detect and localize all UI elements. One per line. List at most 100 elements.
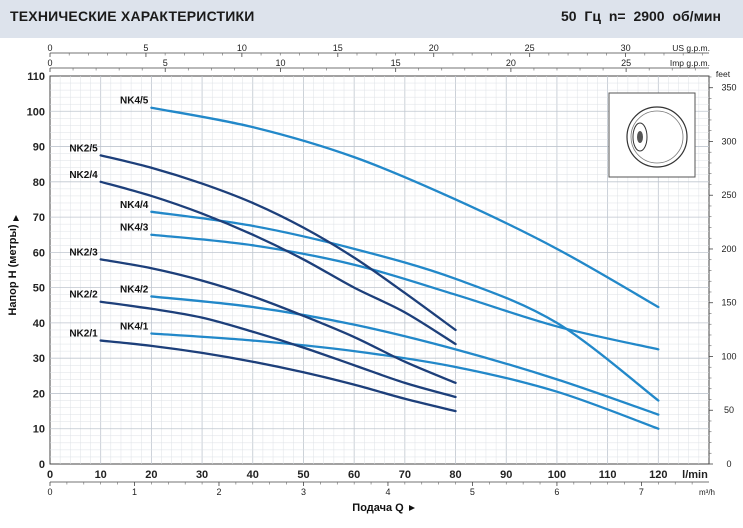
imp-gpm-unit: Imp g.p.m. — [670, 58, 710, 68]
m3h-unit: m³/h — [699, 488, 715, 497]
impeller-ring-icon — [630, 110, 684, 164]
series-label-nk4-4: NK4/4 — [120, 200, 149, 211]
impeller-shaft-icon — [637, 131, 643, 143]
data-point-nk4-1 — [353, 350, 356, 353]
series-label-nk4-3: NK4/3 — [120, 223, 149, 234]
x-tick-label: 60 — [348, 469, 360, 481]
series-label-nk4-2: NK4/2 — [120, 284, 149, 295]
y-tick-label: 60 — [33, 247, 45, 259]
data-point-nk2-1 — [302, 371, 305, 374]
inset-frame — [608, 92, 696, 178]
m3h-tick-label: 6 — [554, 487, 559, 497]
x-tick-label: 70 — [399, 469, 411, 481]
data-point-nk2-3 — [251, 295, 254, 298]
y-tick-label: 0 — [39, 459, 45, 471]
data-point-nk2-2 — [302, 346, 305, 349]
imp-gpm-tick-label: 0 — [47, 58, 52, 68]
data-point-nk2-4 — [150, 195, 153, 197]
data-point-nk2-3 — [99, 258, 102, 261]
us-gpm-tick-label: 10 — [237, 43, 247, 53]
data-point-nk4-2 — [657, 413, 660, 416]
m3h-tick-label: 3 — [301, 487, 306, 497]
x-tick-label: 20 — [145, 469, 157, 481]
feet-tick-label: 350 — [721, 83, 736, 93]
data-point-nk2-1 — [403, 397, 406, 400]
m3h-tick-label: 1 — [132, 487, 137, 497]
feet-tick-label: 100 — [721, 351, 736, 361]
data-point-nk2-3 — [353, 336, 356, 338]
series-label-nk2-3: NK2/3 — [69, 247, 98, 258]
data-point-nk4-3 — [150, 233, 153, 236]
y-tick-label: 10 — [33, 424, 45, 436]
data-point-nk2-1 — [353, 383, 356, 386]
data-point-nk2-5 — [99, 154, 102, 157]
feet-tick-label: 200 — [721, 244, 736, 254]
data-point-nk2-2 — [251, 330, 254, 333]
series-line-nk2-3 — [99, 258, 457, 385]
impeller-icon — [626, 106, 688, 168]
us-gpm-unit: US g.p.m. — [672, 43, 710, 53]
us-gpm-tick-label: 20 — [429, 43, 439, 53]
data-point-nk4-2 — [353, 323, 356, 326]
data-point-nk4-3 — [454, 293, 457, 296]
data-point-nk2-2 — [99, 300, 102, 303]
m3h-tick-label: 5 — [470, 487, 475, 497]
series-line-nk2-1 — [99, 339, 457, 413]
y-tick-label: 30 — [33, 353, 45, 365]
y-tick-label: 40 — [33, 318, 45, 330]
data-point-nk4-4 — [353, 247, 356, 250]
series-line-nk4-2 — [150, 295, 660, 416]
data-point-nk4-4 — [150, 210, 153, 213]
y-tick-label: 100 — [27, 106, 45, 118]
data-point-nk4-3 — [657, 348, 660, 351]
m3h-tick-label: 0 — [47, 487, 52, 497]
data-point-nk2-5 — [403, 292, 406, 294]
data-point-nk2-5 — [201, 182, 203, 185]
us-gpm-tick-label: 5 — [143, 43, 148, 53]
data-point-nk2-1 — [99, 339, 102, 342]
data-point-nk4-1 — [150, 332, 153, 335]
x-tick-label: 0 — [47, 469, 53, 481]
m3h-tick-label: 4 — [385, 487, 390, 497]
data-point-nk2-1 — [201, 351, 203, 354]
imp-gpm-tick-label: 10 — [275, 58, 285, 68]
data-point-nk2-3 — [403, 360, 406, 363]
y-axis-label: Напор H (метры) — [7, 224, 19, 315]
series-line-nk4-3 — [150, 233, 660, 351]
data-point-nk2-4 — [353, 286, 356, 289]
data-point-nk4-2 — [251, 306, 254, 308]
data-point-nk4-5 — [657, 306, 660, 308]
data-point-nk2-2 — [201, 316, 203, 319]
us-gpm-tick-label: 0 — [47, 43, 52, 53]
data-point-nk2-2 — [454, 396, 457, 398]
x-tick-label: 120 — [649, 469, 667, 481]
imp-gpm-tick-label: 15 — [391, 58, 401, 68]
data-point-nk4-5 — [150, 106, 153, 109]
data-point-nk2-1 — [150, 344, 153, 347]
series-label-nk2-5: NK2/5 — [69, 143, 98, 154]
data-point-nk4-1 — [251, 339, 254, 342]
data-point-nk4-2 — [150, 295, 153, 298]
data-point-nk2-5 — [353, 256, 356, 259]
imp-gpm-tick-label: 5 — [163, 58, 168, 68]
data-point-nk2-4 — [454, 343, 457, 345]
data-point-nk2-4 — [302, 258, 305, 261]
data-point-nk4-5 — [556, 247, 558, 250]
series-line-nk2-2 — [99, 300, 457, 399]
operating-conditions: 50 Гц n= 2900 об/мин — [560, 8, 721, 24]
data-point-nk4-3 — [556, 325, 558, 328]
chart-header: ТЕХНИЧЕСКИЕ ХАРАКТЕРИСТИКИ 50 Гц n= 2900… — [0, 0, 743, 38]
data-point-nk2-2 — [403, 381, 406, 384]
y-tick-label: 70 — [33, 212, 45, 224]
data-point-nk2-3 — [201, 279, 203, 282]
imp-gpm-tick-label: 25 — [621, 58, 631, 68]
data-point-nk4-5 — [251, 126, 254, 129]
data-point-nk2-5 — [251, 202, 254, 204]
data-point-nk4-3 — [251, 244, 254, 247]
y-tick-label: 80 — [33, 177, 45, 189]
y-tick-label: 110 — [27, 71, 45, 83]
data-point-nk4-1 — [454, 366, 457, 368]
x-tick-label: 90 — [500, 469, 512, 481]
data-point-nk4-4 — [454, 277, 457, 280]
